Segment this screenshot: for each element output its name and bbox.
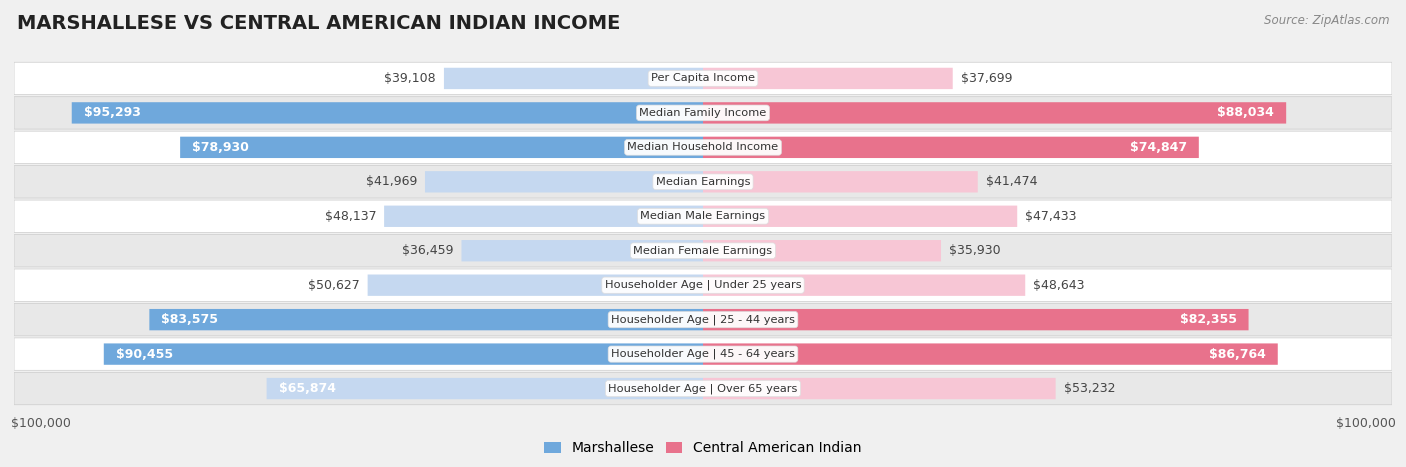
Text: $78,930: $78,930 bbox=[193, 141, 249, 154]
Text: $47,433: $47,433 bbox=[1025, 210, 1077, 223]
Text: Householder Age | 45 - 64 years: Householder Age | 45 - 64 years bbox=[612, 349, 794, 359]
Text: Median Male Earnings: Median Male Earnings bbox=[641, 211, 765, 221]
FancyBboxPatch shape bbox=[14, 269, 1392, 301]
Text: $86,764: $86,764 bbox=[1209, 347, 1265, 361]
Text: $74,847: $74,847 bbox=[1130, 141, 1187, 154]
FancyBboxPatch shape bbox=[14, 372, 1392, 405]
Text: $50,627: $50,627 bbox=[308, 279, 360, 292]
FancyBboxPatch shape bbox=[14, 338, 1392, 370]
Text: $37,699: $37,699 bbox=[960, 72, 1012, 85]
Text: $65,874: $65,874 bbox=[278, 382, 336, 395]
Text: $90,455: $90,455 bbox=[115, 347, 173, 361]
Text: $53,232: $53,232 bbox=[1063, 382, 1115, 395]
Text: Householder Age | 25 - 44 years: Householder Age | 25 - 44 years bbox=[612, 314, 794, 325]
Text: $95,293: $95,293 bbox=[84, 106, 141, 120]
Text: $48,643: $48,643 bbox=[1033, 279, 1084, 292]
FancyBboxPatch shape bbox=[14, 131, 1392, 163]
FancyBboxPatch shape bbox=[14, 166, 1392, 198]
Text: $83,575: $83,575 bbox=[162, 313, 218, 326]
Text: Median Household Income: Median Household Income bbox=[627, 142, 779, 152]
FancyBboxPatch shape bbox=[14, 62, 1392, 95]
FancyBboxPatch shape bbox=[703, 68, 953, 89]
Text: Householder Age | Over 65 years: Householder Age | Over 65 years bbox=[609, 383, 797, 394]
FancyBboxPatch shape bbox=[703, 137, 1199, 158]
Text: $48,137: $48,137 bbox=[325, 210, 377, 223]
Text: Householder Age | Under 25 years: Householder Age | Under 25 years bbox=[605, 280, 801, 290]
Text: $39,108: $39,108 bbox=[384, 72, 436, 85]
Text: $88,034: $88,034 bbox=[1218, 106, 1274, 120]
FancyBboxPatch shape bbox=[703, 171, 977, 192]
FancyBboxPatch shape bbox=[384, 205, 703, 227]
FancyBboxPatch shape bbox=[461, 240, 703, 262]
FancyBboxPatch shape bbox=[444, 68, 703, 89]
FancyBboxPatch shape bbox=[149, 309, 703, 330]
FancyBboxPatch shape bbox=[703, 240, 941, 262]
FancyBboxPatch shape bbox=[703, 378, 1056, 399]
FancyBboxPatch shape bbox=[425, 171, 703, 192]
FancyBboxPatch shape bbox=[267, 378, 703, 399]
Text: $36,459: $36,459 bbox=[402, 244, 454, 257]
Text: Per Capita Income: Per Capita Income bbox=[651, 73, 755, 84]
Text: Source: ZipAtlas.com: Source: ZipAtlas.com bbox=[1264, 14, 1389, 27]
FancyBboxPatch shape bbox=[14, 234, 1392, 267]
Text: $41,474: $41,474 bbox=[986, 175, 1038, 188]
Text: Median Earnings: Median Earnings bbox=[655, 177, 751, 187]
Text: MARSHALLESE VS CENTRAL AMERICAN INDIAN INCOME: MARSHALLESE VS CENTRAL AMERICAN INDIAN I… bbox=[17, 14, 620, 33]
FancyBboxPatch shape bbox=[72, 102, 703, 124]
FancyBboxPatch shape bbox=[14, 200, 1392, 233]
Text: Median Female Earnings: Median Female Earnings bbox=[634, 246, 772, 256]
FancyBboxPatch shape bbox=[14, 304, 1392, 336]
FancyBboxPatch shape bbox=[104, 343, 703, 365]
FancyBboxPatch shape bbox=[367, 275, 703, 296]
FancyBboxPatch shape bbox=[703, 205, 1017, 227]
FancyBboxPatch shape bbox=[703, 343, 1278, 365]
Text: $82,355: $82,355 bbox=[1180, 313, 1237, 326]
Text: $35,930: $35,930 bbox=[949, 244, 1001, 257]
FancyBboxPatch shape bbox=[180, 137, 703, 158]
Legend: Marshallese, Central American Indian: Marshallese, Central American Indian bbox=[538, 436, 868, 461]
FancyBboxPatch shape bbox=[14, 97, 1392, 129]
FancyBboxPatch shape bbox=[703, 102, 1286, 124]
Text: Median Family Income: Median Family Income bbox=[640, 108, 766, 118]
FancyBboxPatch shape bbox=[703, 275, 1025, 296]
FancyBboxPatch shape bbox=[703, 309, 1249, 330]
Text: $41,969: $41,969 bbox=[366, 175, 418, 188]
